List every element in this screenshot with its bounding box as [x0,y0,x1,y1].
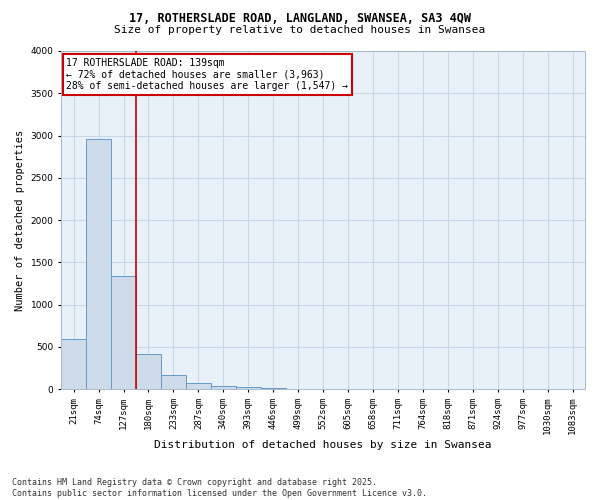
Bar [61,340,86,389]
Bar [186,384,211,389]
Bar [111,276,136,389]
Bar [161,375,186,389]
Bar [211,386,236,389]
Y-axis label: Number of detached properties: Number of detached properties [15,130,25,310]
Bar [136,354,161,389]
Bar [261,388,286,389]
Text: 17 ROTHERSLADE ROAD: 139sqm
← 72% of detached houses are smaller (3,963)
28% of : 17 ROTHERSLADE ROAD: 139sqm ← 72% of det… [67,58,349,91]
Text: 17, ROTHERSLADE ROAD, LANGLAND, SWANSEA, SA3 4QW: 17, ROTHERSLADE ROAD, LANGLAND, SWANSEA,… [129,12,471,26]
X-axis label: Distribution of detached houses by size in Swansea: Distribution of detached houses by size … [154,440,492,450]
Bar [236,388,261,389]
Bar [86,139,111,389]
Text: Size of property relative to detached houses in Swansea: Size of property relative to detached ho… [115,25,485,35]
Text: Contains HM Land Registry data © Crown copyright and database right 2025.
Contai: Contains HM Land Registry data © Crown c… [12,478,427,498]
